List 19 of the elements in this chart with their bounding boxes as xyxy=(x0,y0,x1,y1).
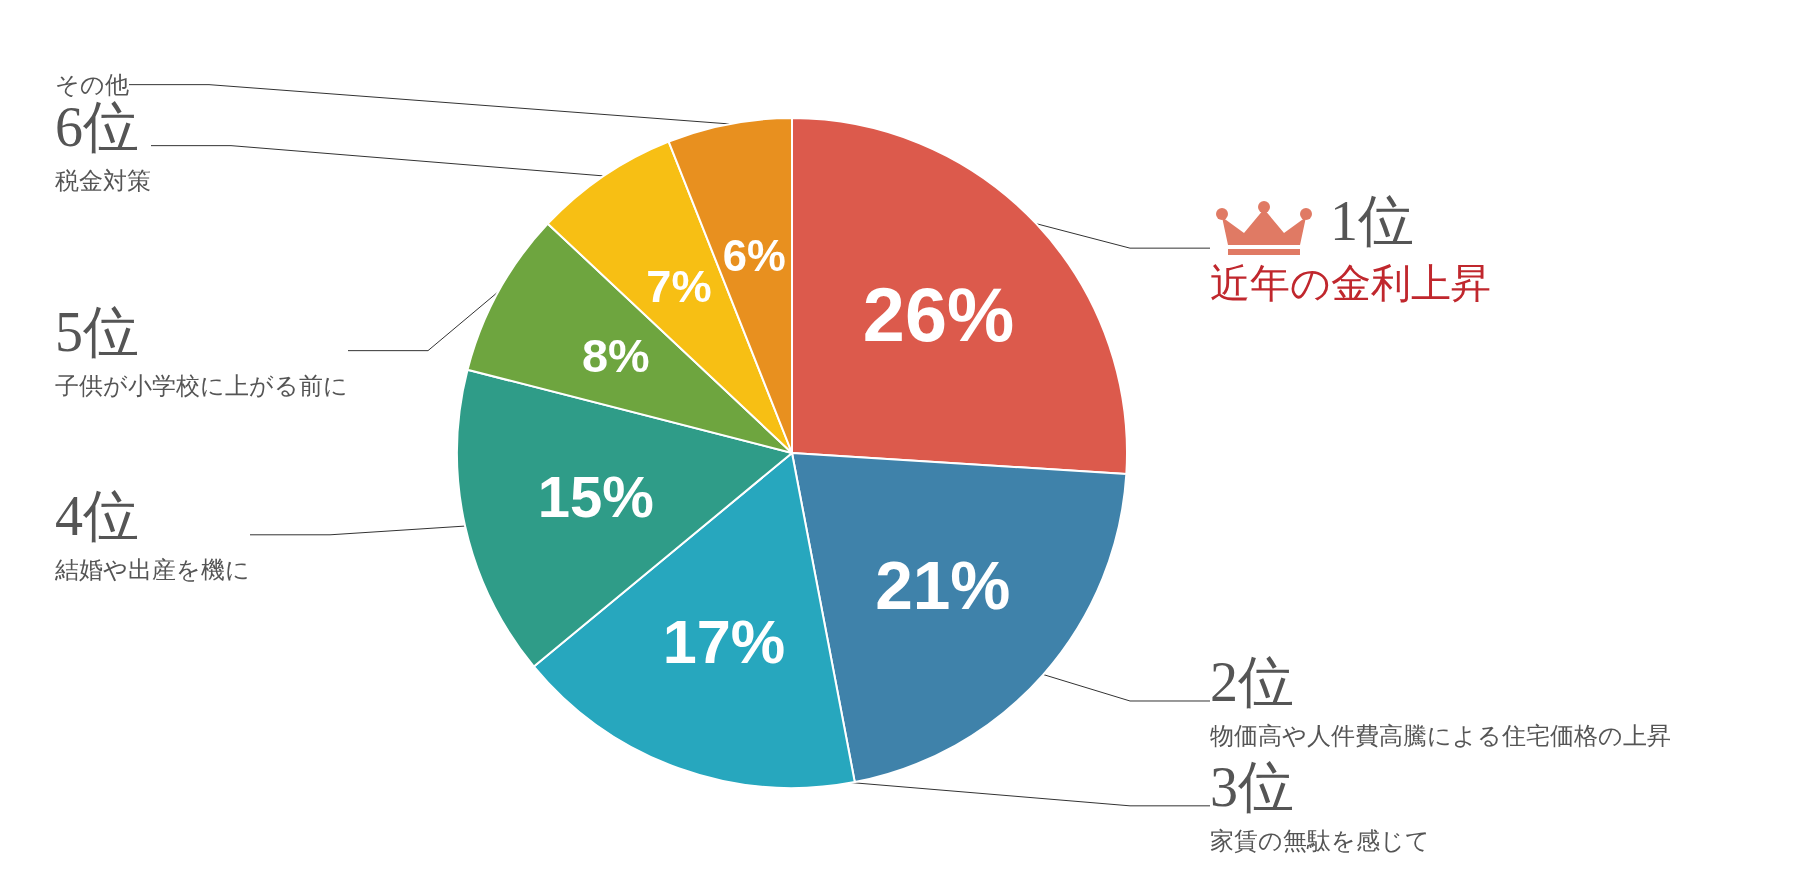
slice-label: 家賃の無駄を感じて xyxy=(1210,827,1430,854)
text: 5位 xyxy=(55,300,139,363)
slice-label: その他 xyxy=(55,71,129,98)
data-label: 7% xyxy=(646,261,712,313)
slice-label: 物価高や人件費高騰による住宅価格の上昇 xyxy=(1210,722,1671,749)
data-label: 8% xyxy=(582,330,650,383)
text: 4位 xyxy=(55,484,139,547)
slice-label: 結婚や出産を機に xyxy=(54,556,250,583)
slice-label: 近年の金利上昇 xyxy=(1210,261,1491,307)
data-label: 15% xyxy=(537,464,654,530)
data-label: 26% xyxy=(862,273,1015,358)
text: 1位 xyxy=(1330,189,1414,252)
data-label: 17% xyxy=(662,608,786,677)
data-label: 21% xyxy=(875,548,1011,624)
text: 3位 xyxy=(1210,755,1294,818)
slice-label: 子供が小学校に上がる前に xyxy=(55,372,348,399)
data-label: 6% xyxy=(722,231,786,280)
text: 2位 xyxy=(1210,650,1294,713)
slice-label: 税金対策 xyxy=(55,167,151,194)
